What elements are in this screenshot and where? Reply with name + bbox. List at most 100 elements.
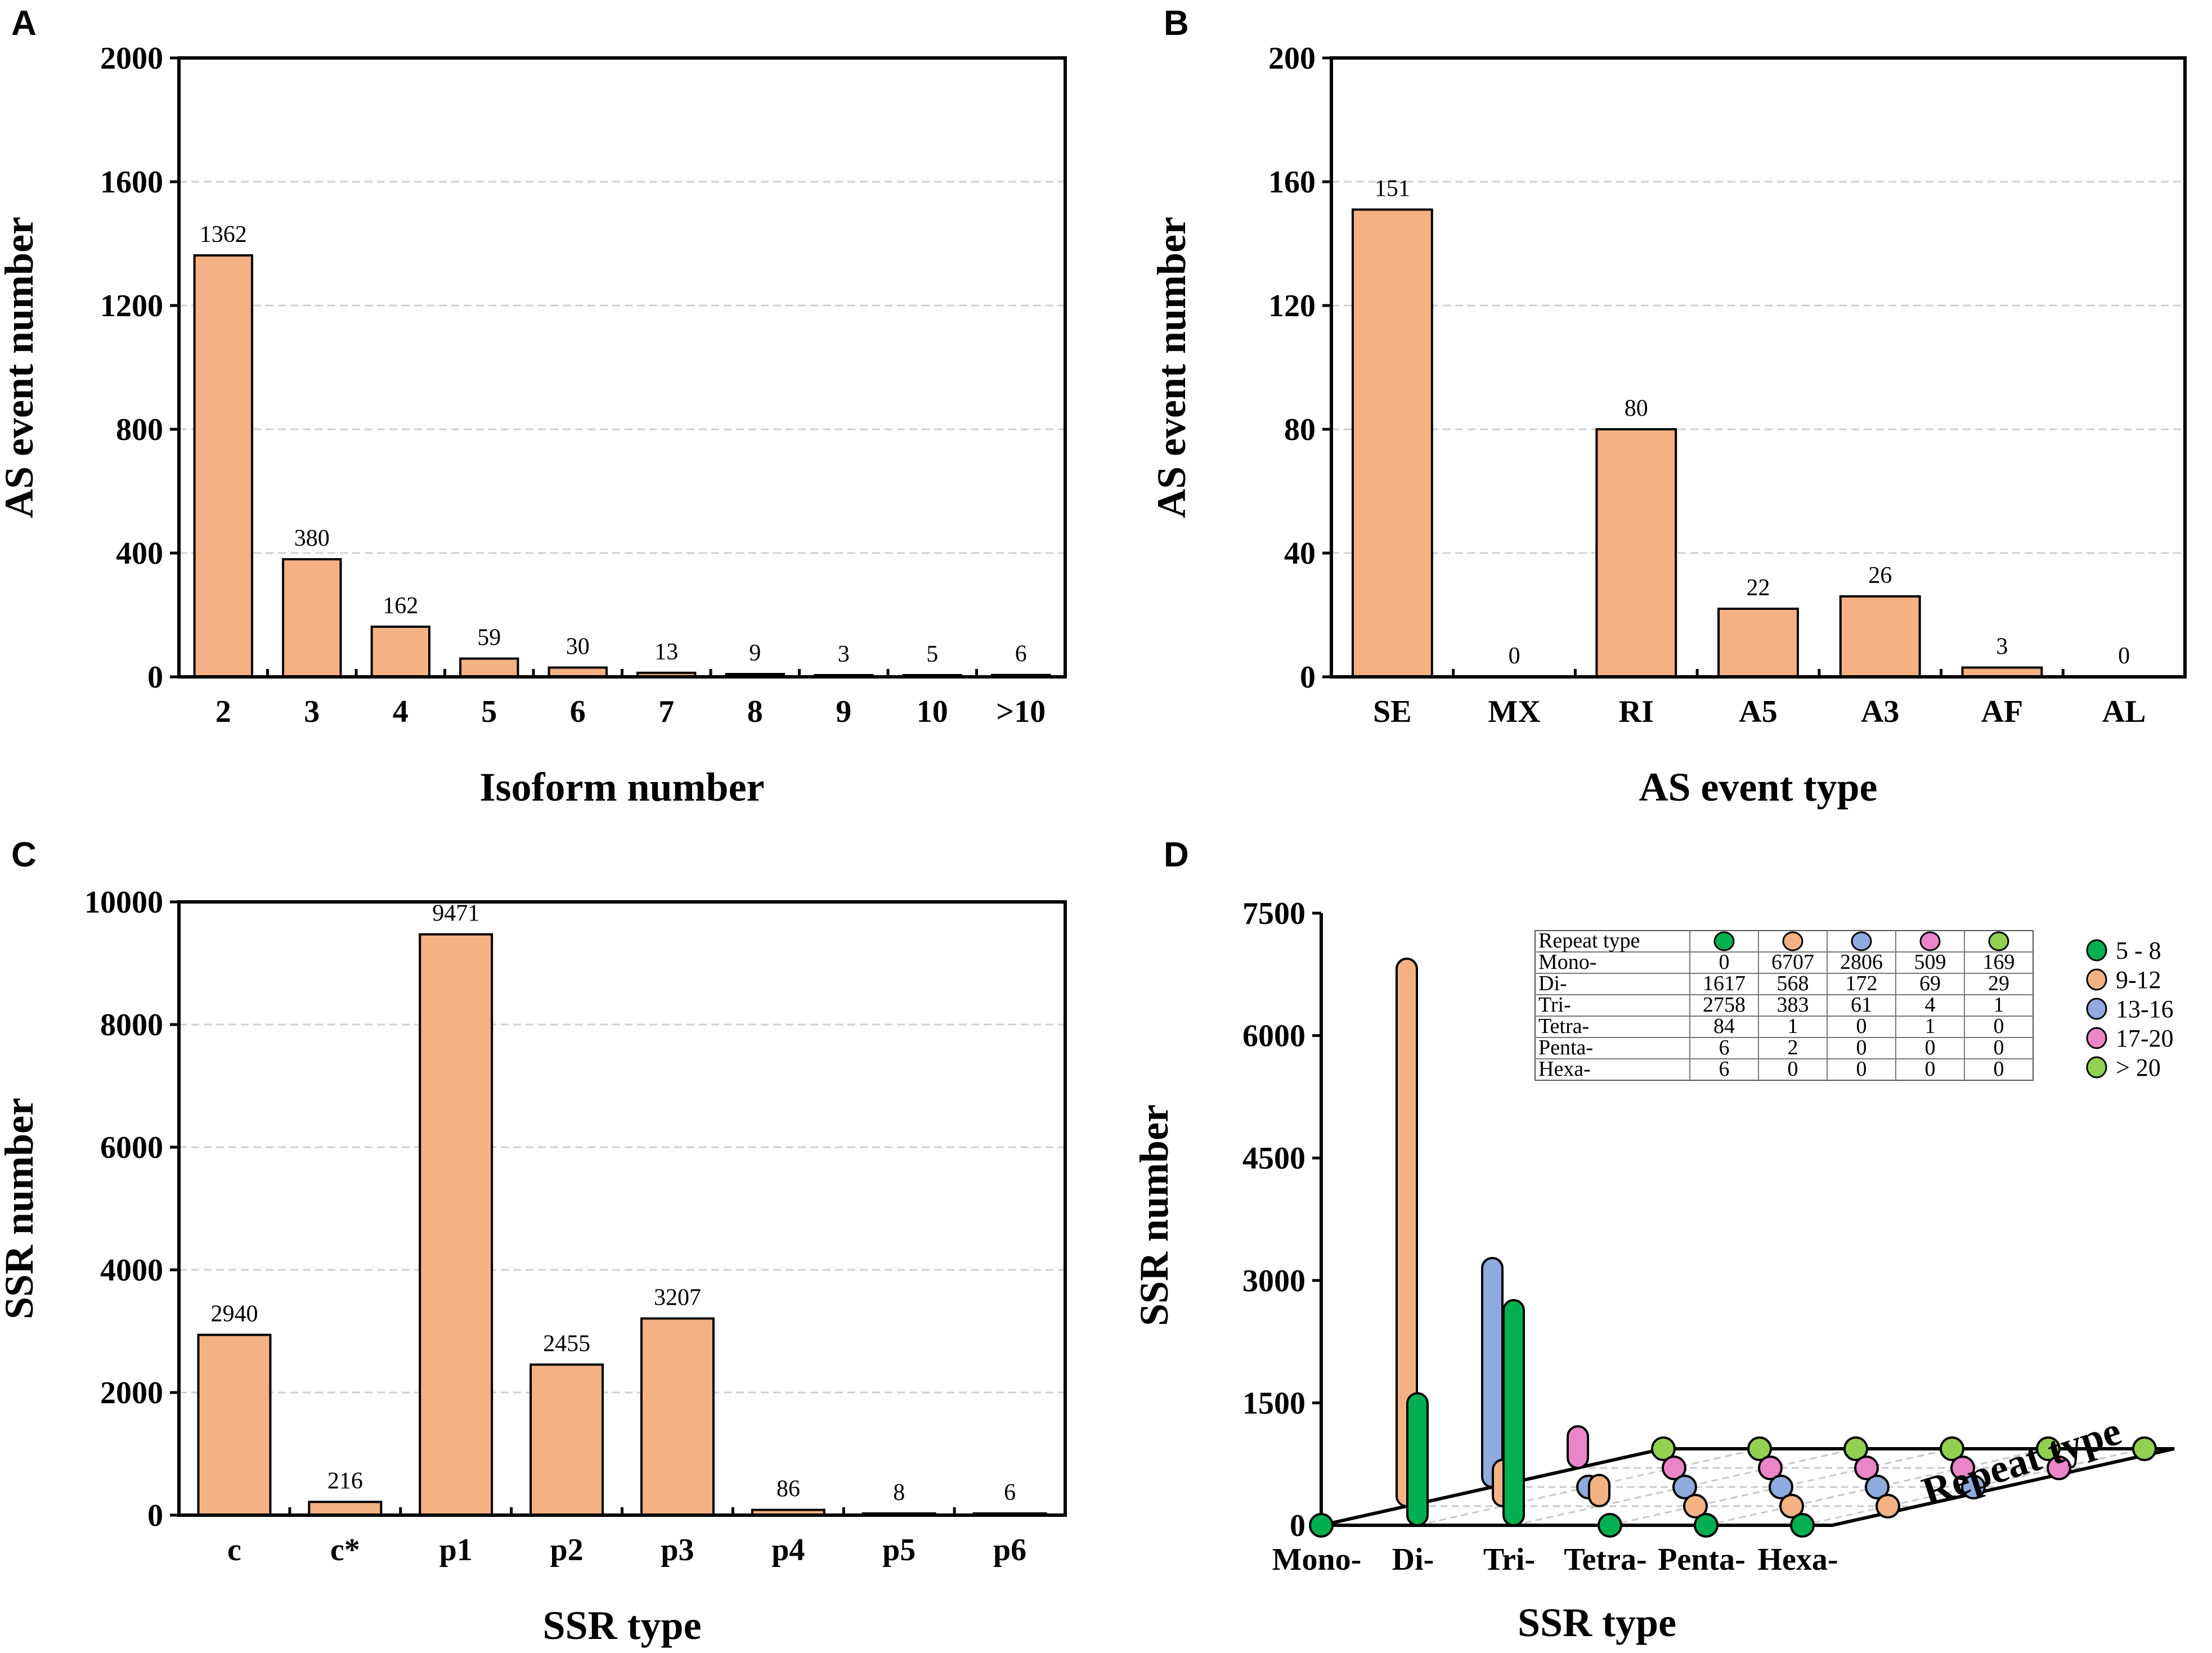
bar-data-label: 380 [294,525,330,551]
y-tick-label: 0 [147,660,163,695]
y-tick-label: 0 [147,1498,163,1533]
x-tick-label: p4 [771,1533,805,1567]
table-cell: 29 [1988,972,2009,995]
x-axis-label: AS event type [1639,765,1878,810]
cylinder-marker [1309,1513,1334,1538]
x-tick-label: 7 [658,694,674,729]
cylinder-marker [1779,1494,1804,1519]
bar-data-label: 9 [749,640,761,666]
x-tick-label: Tetra- [1564,1542,1646,1577]
table-color-key [1782,931,1803,951]
table-row-label: Mono- [1538,950,1596,974]
x-axis-label: Isoform number [480,765,765,810]
y-tick-label: 4000 [100,1253,163,1288]
table-row-label: Tri- [1538,993,1571,1017]
cylinder-marker [1769,1475,1793,1499]
cylinder-marker [1694,1513,1719,1538]
y-tick-label: 4500 [1242,1141,1305,1176]
y-tick-label: 120 [1268,289,1316,324]
y-tick-label: 0 [1300,660,1316,695]
table-cell: 169 [1983,950,2015,974]
y-axis-label: AS event number [1149,217,1194,518]
x-tick-label: 10 [917,694,948,729]
panel-a-chart: 0400800120016002000136223803162459530613… [0,41,1067,810]
panel-label-d: D [1164,836,1189,874]
y-axis-label: SSR number [1132,1104,1177,1326]
x-tick-label: p3 [661,1533,694,1567]
cylinder-marker [1672,1475,1697,1499]
bar [1839,595,1921,678]
y-tick-label: 8000 [100,1008,163,1043]
y-axis-label: SSR number [0,1098,42,1319]
cylinder-bar [1567,1425,1589,1470]
bar-data-label: 22 [1747,575,1770,601]
table-cell: 2758 [1703,993,1746,1017]
x-tick-label: c* [330,1533,360,1567]
bar [459,657,519,679]
bar-data-label: 59 [477,625,501,651]
x-tick-label: AF [1981,694,2023,729]
table-color-key [1988,931,2009,951]
table-cell: 0 [1994,1036,2004,1059]
legend-marker [2086,968,2107,991]
panel-b-chart: 0 40 80 120 160 200 151 SE 0 MX 80 RI 22 A5 26 A3 3 AF 0 AL… [1149,41,2187,810]
table-cell: 0 [1994,1057,2004,1081]
x-tick-label: p2 [550,1533,583,1567]
bar [1595,428,1677,678]
bar-data-label: 6 [1015,641,1027,667]
bar-data-label: 6 [1004,1480,1016,1506]
bar-data-label: 8 [893,1480,905,1506]
legend-label: 17-20 [2116,1025,2174,1052]
cylinder-marker [1683,1494,1708,1519]
bar [370,625,430,679]
bar [1717,608,1799,678]
cylinder-marker [2047,1456,2071,1480]
cylinder-marker [1662,1456,1686,1480]
bar-data-label: 151 [1375,176,1410,202]
x-tick-label: 8 [747,694,763,729]
y-axis-label: AS event number [0,217,42,518]
cylinder-marker [1790,1513,1815,1538]
x-axis-label: SSR type [542,1603,701,1648]
table-cell: 172 [1846,972,1878,995]
cylinder-marker [2036,1436,2061,1461]
x-tick-label: Penta- [1658,1542,1746,1577]
table-cell: 568 [1777,972,1809,995]
plot-frame [177,900,1067,1517]
table-header-label: Repeat type [1538,929,1640,953]
x-tick-label: Di- [1392,1542,1434,1577]
y-tick-label: 6000 [1242,1019,1305,1054]
cylinder-bar [1588,1474,1610,1507]
x-tick-label: Hexa- [1757,1542,1838,1577]
table-cell: 0 [1925,1057,1936,1081]
bar [640,1317,715,1516]
x-tick-label: SE [1373,694,1412,729]
table-cell: 509 [1914,950,1946,974]
bar [530,1363,604,1517]
cylinder-marker [1843,1436,1868,1461]
x-tick-label: p1 [439,1533,473,1567]
y-tick-label: 10000 [84,885,163,920]
bar-data-label: 2940 [210,1301,258,1327]
table-cell: 2 [1788,1036,1798,1059]
bar-data-label: 216 [327,1468,363,1494]
table-cell: 84 [1713,1014,1735,1038]
bar [282,558,342,678]
x-tick-label: 6 [570,694,586,729]
table-cell: 61 [1851,993,1872,1017]
bar-data-label: 3207 [654,1284,701,1310]
table-cell: 0 [1856,1057,1867,1081]
x-tick-label: MX [1488,694,1540,729]
y-tick-label: 2000 [100,1376,163,1411]
table-cell: 0 [1856,1014,1867,1038]
x-tick-label: p5 [882,1533,916,1567]
bar-data-label: 162 [383,593,418,619]
panel-label-b: B [1164,4,1189,43]
bar-data-label: 0 [1509,643,1520,669]
y-tick-label: 400 [116,536,163,571]
table-cell: 0 [1994,1014,2004,1038]
cylinder-marker [1758,1456,1783,1480]
data-table [1535,930,2034,1081]
